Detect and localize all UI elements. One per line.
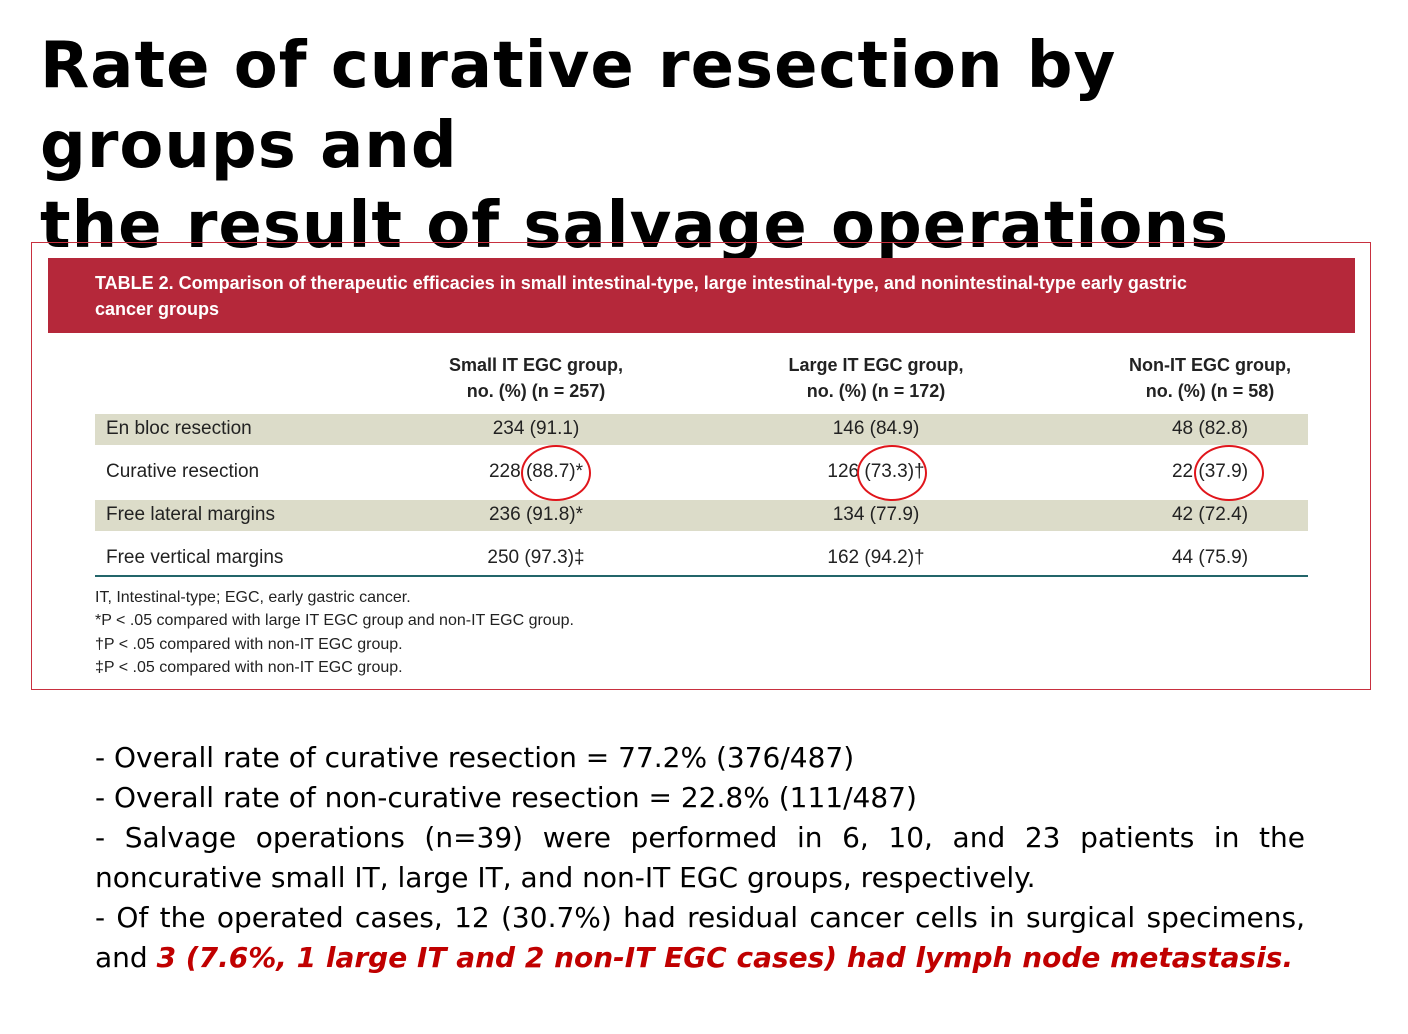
column-header-non-it: Non-IT EGC group, no. (%) (n = 58) bbox=[1060, 352, 1360, 404]
column-header-line: Large IT EGC group, bbox=[788, 355, 964, 375]
column-header-small-it: Small IT EGC group, no. (%) (n = 257) bbox=[386, 352, 686, 404]
column-header-large-it: Large IT EGC group, no. (%) (n = 172) bbox=[726, 352, 1026, 404]
column-header-line: no. (%) (n = 257) bbox=[466, 381, 606, 401]
row-label: Free lateral margins bbox=[106, 504, 275, 525]
table-row-lateral-margins: Free lateral margins 236 (91.8)* 134 (77… bbox=[95, 500, 1308, 531]
column-header-line: Non-IT EGC group, bbox=[1129, 355, 1291, 375]
summary-bullets: - Overall rate of curative resection = 7… bbox=[95, 738, 1305, 978]
footnote: *P < .05 compared with large IT EGC grou… bbox=[95, 612, 574, 629]
row-label: Curative resection bbox=[106, 461, 260, 482]
table-row-en-bloc: En bloc resection 234 (91.1) 146 (84.9) … bbox=[95, 414, 1308, 445]
table-bottom-rule bbox=[95, 575, 1308, 577]
table-cell: 42 (72.4) bbox=[1171, 504, 1249, 525]
slide-title: Rate of curative resection by groups and… bbox=[40, 26, 1380, 266]
bullet-item: - Salvage operations (n=39) were perform… bbox=[95, 821, 1305, 894]
bullet-item: - Overall rate of curative resection = 7… bbox=[95, 741, 855, 774]
highlighted-finding: 3 (7.6%, 1 large IT and 2 non-IT EGC cas… bbox=[156, 941, 1294, 974]
table-cell: 234 (91.1) bbox=[492, 418, 580, 439]
table-cell: 44 (75.9) bbox=[1171, 547, 1249, 568]
table-frame bbox=[31, 242, 1371, 690]
bullet-text: - Of the operated cases, 12 (30.7%) had … bbox=[95, 901, 1305, 974]
table-caption-line-1: TABLE 2. Comparison of therapeutic effic… bbox=[95, 273, 1187, 293]
highlight-circle bbox=[1194, 445, 1264, 501]
title-line-2: the result of salvage operations bbox=[40, 189, 1230, 263]
table-caption: TABLE 2. Comparison of therapeutic effic… bbox=[48, 258, 1355, 333]
table-cell: 236 (91.8)* bbox=[488, 504, 583, 525]
bullet-item: - Overall rate of non-curative resection… bbox=[95, 781, 917, 814]
table-row-vertical-margins: Free vertical margins 250 (97.3)‡ 162 (9… bbox=[95, 543, 1308, 574]
table-cell: 146 (84.9) bbox=[832, 418, 920, 439]
row-label: En bloc resection bbox=[106, 418, 252, 439]
table-cell: 48 (82.8) bbox=[1171, 418, 1249, 439]
title-line-1: Rate of curative resection by groups and bbox=[40, 29, 1117, 183]
highlight-circle bbox=[857, 445, 927, 501]
table-cell: 134 (77.9) bbox=[832, 504, 920, 525]
footnote: IT, Intestinal-type; EGC, early gastric … bbox=[95, 589, 411, 606]
table-cell: 162 (94.2)† bbox=[827, 547, 925, 568]
footnote: ‡P < .05 compared with non-IT EGC group. bbox=[95, 659, 403, 676]
highlight-circle bbox=[521, 445, 591, 501]
column-header-line: no. (%) (n = 172) bbox=[806, 381, 946, 401]
table-row-curative: Curative resection 228 (88.7)* 126 (73.3… bbox=[95, 457, 1308, 488]
row-label: Free vertical margins bbox=[106, 547, 284, 568]
table-cell: 250 (97.3)‡ bbox=[487, 547, 585, 568]
bullet-item: - Of the operated cases, 12 (30.7%) had … bbox=[95, 898, 1305, 978]
table-caption-line-2: cancer groups bbox=[95, 299, 220, 319]
column-header-line: Small IT EGC group, bbox=[448, 355, 623, 375]
footnote: †P < .05 compared with non-IT EGC group. bbox=[95, 636, 403, 653]
column-header-line: no. (%) (n = 58) bbox=[1145, 381, 1275, 401]
